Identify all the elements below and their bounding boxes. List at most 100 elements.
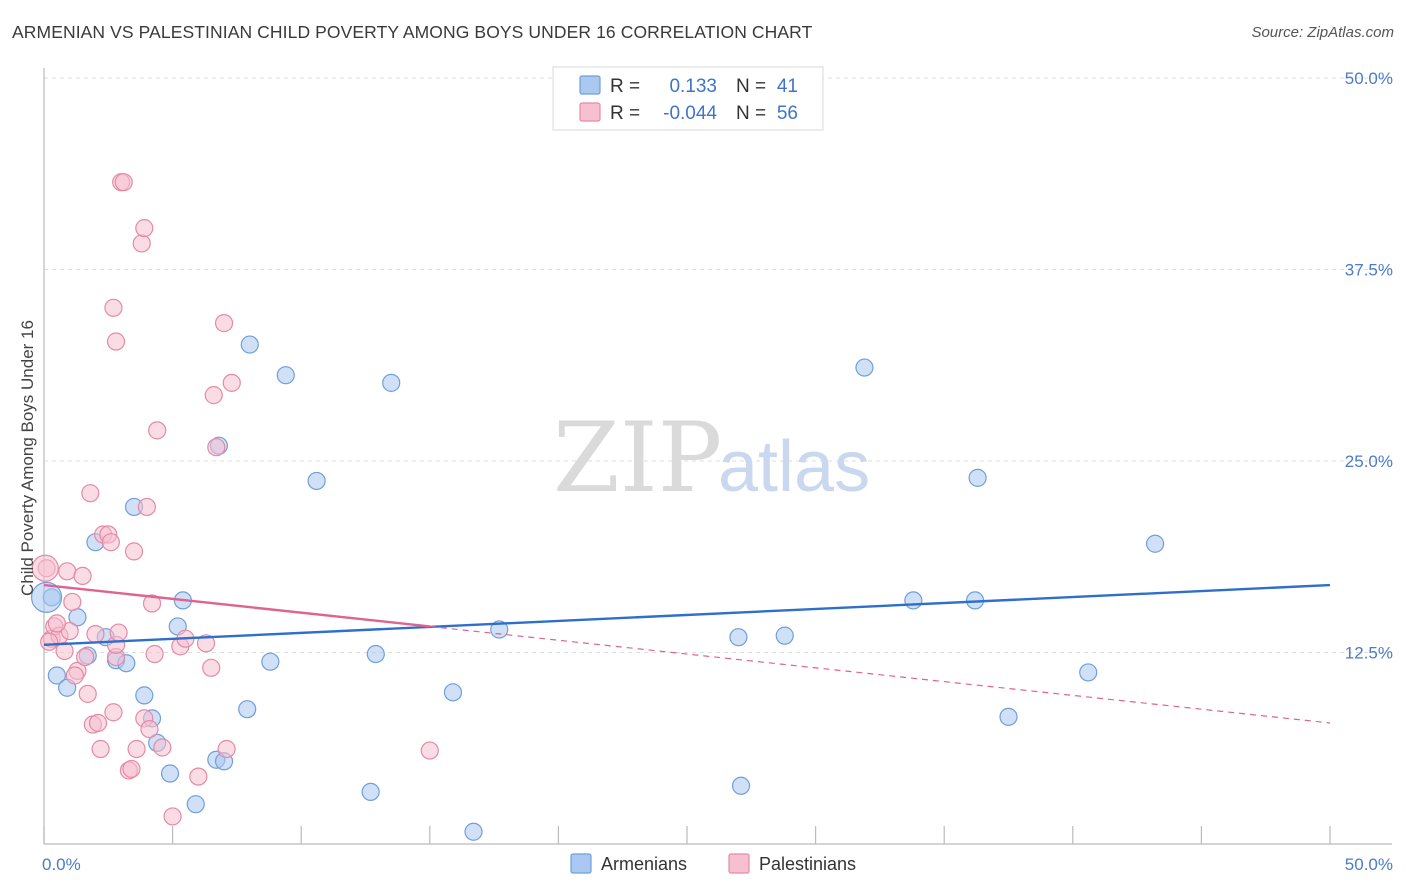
palestinian-point-54 [47, 614, 66, 633]
armenian-point-27 [382, 373, 401, 392]
y-tick-label-2: 37.5% [1345, 261, 1393, 280]
grid-lines [44, 77, 1392, 653]
armenian-point-10 [135, 686, 154, 705]
palestinian-point-46 [202, 658, 221, 677]
legend-r-label-1: R = [610, 103, 640, 124]
legend-swatch-1 [579, 102, 601, 122]
legend-box: R = 0.133 N = 41 R = -0.044 N = 56 [552, 66, 824, 131]
armenian-point-40 [1146, 534, 1165, 553]
palestinian-point-45 [196, 634, 216, 653]
armenian-point-31 [729, 628, 748, 647]
palestinian-point-35 [137, 497, 156, 517]
palestinian-point-12 [81, 484, 100, 503]
palestinian-point-15 [88, 713, 108, 733]
y-tick-label-3: 50.0% [1345, 69, 1393, 88]
palestinian-point-23 [109, 623, 128, 642]
chart-title: ARMENIAN VS PALESTINIAN CHILD POVERTY AM… [12, 22, 813, 42]
armenian-point-20 [238, 700, 257, 719]
armenian-point-21 [240, 335, 259, 354]
palestinian-point-39 [148, 421, 167, 440]
y-tick-label-0: 12.5% [1345, 644, 1393, 663]
armenian-point-33 [731, 776, 751, 795]
legend-swatch-0 [579, 75, 601, 95]
axes: 12.5% 25.0% 37.5% 50.0% 0.0% 50.0% [42, 68, 1393, 874]
bottom-legend-label-1: Palestinians [759, 854, 856, 874]
armenian-point-24 [307, 471, 326, 491]
armenian-trend-line [43, 583, 1331, 647]
palestinian-point-49 [214, 314, 234, 333]
palestinian-point-20 [104, 703, 123, 722]
palestinian-point-38 [145, 644, 164, 664]
x-tick-label-0: 0.0% [42, 855, 81, 874]
palestinian-point-41 [163, 807, 182, 826]
legend-n-value-0: 41 [777, 76, 798, 97]
armenian-point-22 [261, 652, 280, 671]
legend-r-label-0: R = [610, 76, 640, 97]
y-axis-label: Child Poverty Among Boys Under 16 [18, 320, 37, 596]
armenian-point-13 [160, 764, 180, 783]
palestinian-point-33 [135, 219, 154, 238]
armenian-point-28 [443, 683, 463, 702]
palestinian-point-14 [86, 625, 105, 644]
source-label: Source: ZipAtlas.com [1251, 24, 1394, 41]
armenian-point-38 [999, 707, 1018, 726]
armenian-point-32 [775, 626, 794, 645]
palestinian-point-11 [78, 684, 97, 703]
palestinian-point-44 [189, 767, 208, 786]
armenian-point-26 [366, 644, 385, 664]
watermark-zip: ZIP [553, 402, 722, 514]
legend-n-label-0: N = [736, 76, 766, 97]
palestinian-point-51 [222, 373, 241, 392]
armenian-point-37 [968, 468, 987, 487]
data-points [30, 173, 1165, 841]
palestinian-point-25 [106, 332, 126, 351]
bottom-legend-swatch-1 [728, 853, 750, 874]
armenian-point-23 [276, 366, 295, 385]
bottom-legend-swatch-0 [570, 853, 592, 874]
palestinian-point-9 [73, 566, 92, 586]
legend-n-value-1: 56 [777, 103, 798, 124]
palestinian-point-27 [114, 173, 133, 192]
watermark-atlas: atlas [718, 427, 870, 507]
palestinian-point-37 [142, 594, 162, 613]
bottom-legend-label-0: Armenians [601, 854, 687, 874]
legend-r-value-1: -0.044 [663, 103, 717, 124]
armenian-point-large [30, 581, 63, 613]
armenian-point-35 [904, 591, 923, 610]
palestinian-point-50 [217, 739, 236, 759]
palestinian-trend-line [43, 583, 430, 628]
palestinian-point-55 [65, 666, 84, 685]
palestinian-trend-extension [429, 625, 1331, 724]
legend-r-value-0: 0.133 [669, 76, 717, 97]
armenian-point-34 [855, 358, 874, 377]
palestinian-point-40 [153, 738, 172, 757]
x-tick-label-1: 50.0% [1345, 855, 1393, 874]
trend-lines [43, 583, 1331, 724]
armenian-point-25 [361, 782, 380, 802]
watermark: ZIP atlas [553, 402, 870, 514]
palestinian-point-10 [76, 647, 95, 667]
armenian-point-16 [186, 795, 205, 814]
armenian-point-29 [464, 822, 483, 841]
legend-n-label-1: N = [736, 103, 766, 124]
armenian-point-30 [490, 620, 509, 639]
palestinian-point-7 [63, 592, 82, 612]
palestinian-point-53 [40, 632, 59, 651]
armenian-point-1 [47, 666, 66, 685]
palestinian-point-48 [207, 438, 226, 457]
palestinian-point-4 [55, 641, 74, 661]
palestinian-point-19 [101, 533, 120, 552]
palestinian-point-47 [204, 386, 223, 405]
palestinian-point-52 [420, 741, 439, 760]
palestinian-point-large [31, 554, 59, 582]
armenian-point-39 [1079, 663, 1098, 682]
palestinian-point-32 [132, 234, 151, 253]
bottom-legend: Armenians Palestinians [570, 853, 856, 874]
palestinian-point-24 [104, 298, 123, 317]
palestinian-point-30 [124, 542, 144, 561]
y-tick-label-1: 25.0% [1345, 452, 1393, 471]
palestinian-point-16 [91, 739, 110, 759]
palestinian-point-5 [58, 562, 77, 581]
palestinian-point-31 [127, 739, 146, 759]
